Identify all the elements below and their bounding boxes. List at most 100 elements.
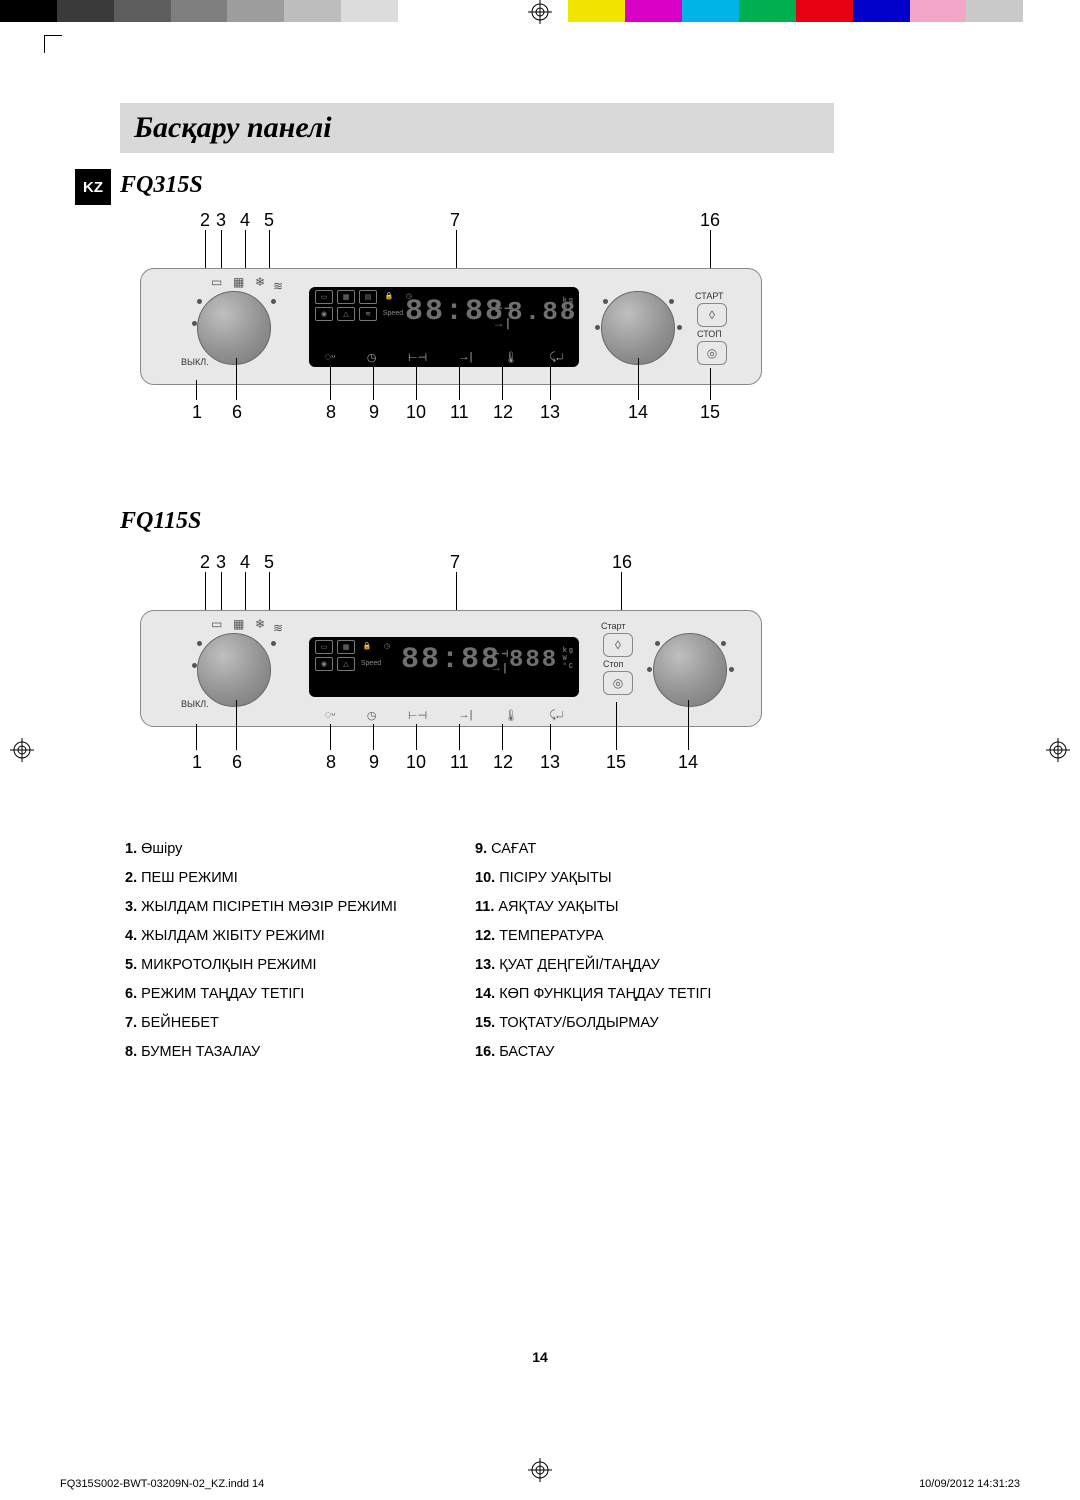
legend-item: 12. ТЕМПЕРАТУРА: [475, 922, 805, 951]
leader-line: [245, 230, 246, 270]
steam-clean-icon[interactable]: ◌ᵕ: [325, 709, 336, 722]
knob-tick: [197, 641, 202, 646]
display-mode-icon: ▭: [315, 290, 333, 304]
model-heading-a: FQ315S: [120, 172, 203, 199]
leader-line: [196, 724, 197, 750]
stop-button[interactable]: ◎: [603, 671, 633, 695]
touch-button-strip: ◌ᵕ ◷ ⊢⊣ →| 🌡 ⤹↵: [309, 347, 579, 367]
defrost-icon: ❄: [255, 275, 265, 289]
callout-number: 15: [700, 402, 720, 423]
touch-button-strip: ◌ᵕ ◷ ⊢⊣ →| 🌡 ⤹↵: [309, 709, 579, 723]
knob-tick: [677, 325, 682, 330]
multi-function-knob[interactable]: [601, 291, 675, 365]
stop-button[interactable]: ◎: [697, 341, 727, 365]
quick-menu-icon: ▦: [233, 275, 244, 289]
cook-time-icon: ⊢⊣: [495, 301, 513, 316]
legend-item: 2. ПЕШ РЕЖИМІ: [125, 864, 455, 893]
stop-label: Стоп: [603, 659, 623, 669]
legend-item: 1. Өшіру: [125, 835, 455, 864]
callout-number: 12: [493, 752, 513, 773]
callout-number: 11: [450, 752, 469, 773]
callout-number: 4: [240, 552, 250, 573]
leader-line: [245, 572, 246, 612]
clock-icon[interactable]: ◷: [367, 709, 377, 722]
lock-icon: 🔒: [359, 640, 375, 652]
cook-time-icon[interactable]: ⊢⊣: [408, 709, 427, 722]
callout-number: 12: [493, 402, 513, 423]
power-select-icon[interactable]: ⤹↵: [549, 709, 563, 722]
knob-tick: [595, 325, 600, 330]
mode-knob[interactable]: [197, 633, 271, 707]
oven-mode-icon: ▭: [211, 275, 222, 289]
end-time-icon[interactable]: →|: [459, 709, 473, 722]
callout-number: 13: [540, 402, 560, 423]
cook-time-icon[interactable]: ⊢⊣: [408, 351, 427, 364]
power-select-icon[interactable]: ⤹↵: [549, 351, 563, 364]
legend-item: 11. АЯҚТАУ УАҚЫТЫ: [475, 893, 805, 922]
legend-item: 14. КӨП ФУНКЦИЯ ТАҢДАУ ТЕТІГІ: [475, 980, 805, 1009]
off-label: ВЫКЛ.: [181, 357, 209, 367]
callout-number: 1: [192, 752, 202, 773]
language-tab: KZ: [75, 169, 111, 205]
display-mode-icon: ◉: [315, 657, 333, 671]
leader-line: [330, 724, 331, 750]
legend-item: 4. ЖЫЛДАМ ЖІБІТУ РЕЖИМІ: [125, 922, 455, 951]
callout-number: 15: [606, 752, 626, 773]
start-label: СТАРТ: [695, 291, 724, 301]
callout-number: 16: [700, 210, 720, 231]
knob-tick: [655, 641, 660, 646]
legend-item: 3. ЖЫЛДАМ ПІСІРЕТІН МӘЗІР РЕЖИМІ: [125, 893, 455, 922]
callout-number: 10: [406, 402, 426, 423]
callout-number: 10: [406, 752, 426, 773]
display-mode-icon: ▦: [337, 640, 355, 654]
legend-item: 16. БАСТАУ: [475, 1038, 805, 1067]
callout-number: 4: [240, 210, 250, 231]
temperature-icon[interactable]: 🌡: [504, 709, 518, 722]
leader-line: [459, 724, 460, 750]
registration-mark-icon: [1046, 738, 1070, 762]
knob-tick: [271, 641, 276, 646]
stop-label: СТОП: [697, 329, 722, 339]
model-heading-b: FQ115S: [120, 508, 201, 535]
speed-label: Speed: [359, 657, 383, 669]
start-button[interactable]: ◊: [603, 633, 633, 657]
knob-tick: [197, 299, 202, 304]
leader-line: [502, 364, 503, 400]
knob-tick: [729, 667, 734, 672]
clock-icon: ◷: [379, 640, 395, 652]
leader-line: [373, 724, 374, 750]
control-panel: ▭ ▦ ❄ ≋ ВЫКЛ. ▭ ▦ 🔒 ◷ ◉ △ Speed: [140, 610, 762, 727]
display-mode-icon: ▦: [337, 290, 355, 304]
mode-knob[interactable]: [197, 291, 271, 365]
registration-mark-icon: [10, 738, 34, 762]
quick-menu-icon: ▦: [233, 617, 244, 631]
leader-line: [269, 230, 270, 270]
end-time-icon: →|: [495, 317, 513, 331]
display-mode-icon: △: [337, 657, 355, 671]
leader-line: [236, 358, 237, 400]
callout-number: 2: [200, 210, 210, 231]
knob-tick: [647, 667, 652, 672]
crop-mark: [44, 35, 62, 36]
legend-item: 9. САҒАТ: [475, 835, 805, 864]
clock-icon[interactable]: ◷: [367, 351, 377, 364]
page-number: 14: [0, 1349, 1080, 1365]
temperature-icon[interactable]: 🌡: [504, 351, 518, 364]
leader-line: [416, 724, 417, 750]
start-button[interactable]: ◊: [697, 303, 727, 327]
callout-number: 6: [232, 752, 242, 773]
leader-line: [638, 358, 639, 400]
multi-function-knob[interactable]: [653, 633, 727, 707]
callout-number: 16: [612, 552, 632, 573]
leader-line: [196, 380, 197, 400]
legend-item: 6. РЕЖИМ ТАҢДАУ ТЕТІГІ: [125, 980, 455, 1009]
steam-clean-icon[interactable]: ◌ᵕ: [325, 351, 336, 363]
page: Басқару панелі KZ FQ315S 2 3 4 5 7 16 ▭ …: [0, 0, 1080, 1500]
display-mode-icon: ▤: [359, 290, 377, 304]
callout-number: 9: [369, 752, 379, 773]
end-time-icon[interactable]: →|: [459, 351, 473, 363]
callout-number: 14: [628, 402, 648, 423]
knob-tick: [603, 299, 608, 304]
legend-item: 15. ТОҚТАТУ/БОЛДЫРМАУ: [475, 1009, 805, 1038]
leader-line: [550, 364, 551, 400]
